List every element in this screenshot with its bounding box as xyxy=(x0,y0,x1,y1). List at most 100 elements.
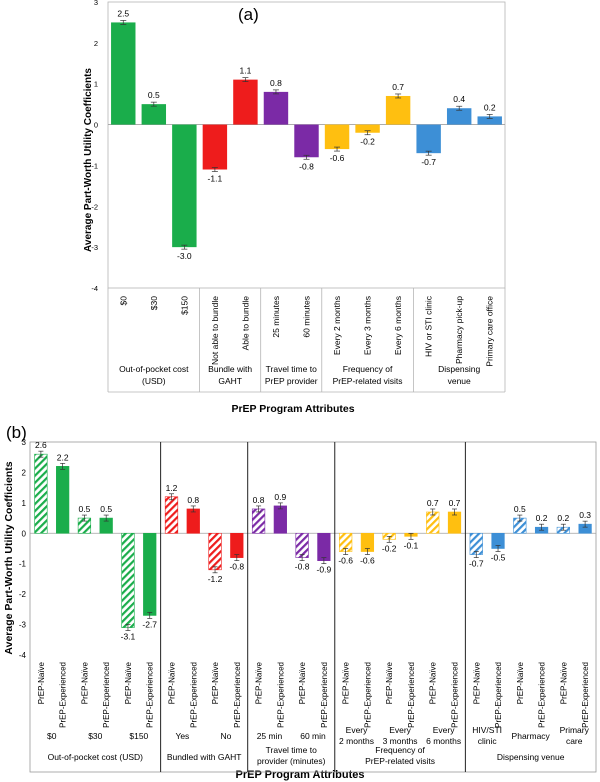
plot-a-frame xyxy=(107,1,506,289)
category-label-a: $30 xyxy=(149,296,159,310)
series-label-b: PrEP-Experienced xyxy=(233,662,242,728)
y-tick-a: -2 xyxy=(91,202,98,211)
bar-b-experienced xyxy=(273,505,287,534)
panel-a-xlabel: PrEP Program Attributes xyxy=(231,403,354,415)
category-label-a: Every 6 months xyxy=(393,296,403,355)
data-label-b: -0.7 xyxy=(469,559,484,569)
series-label-b: PrEP-Naïve xyxy=(80,661,89,704)
series-label-b: PrEP-Naïve xyxy=(516,661,525,704)
category-label-a: Pharmacy pick-up xyxy=(454,296,464,364)
data-label-a: -0.2 xyxy=(360,137,375,147)
data-label-b: -3.1 xyxy=(121,632,136,642)
group-label-a: GAHT xyxy=(218,376,242,386)
data-label-b: 0.7 xyxy=(427,498,439,508)
data-label-b: -0.1 xyxy=(404,540,419,550)
data-label-b: 0.2 xyxy=(557,513,569,523)
data-label-a: -3.0 xyxy=(177,251,192,261)
data-label-b: -0.6 xyxy=(360,556,375,566)
category-label-a: 60 minutes xyxy=(302,296,312,338)
bar-a xyxy=(233,79,258,125)
series-label-b: PrEP-Naïve xyxy=(37,661,46,704)
group-label-a: Frequency of xyxy=(343,364,393,374)
data-label-b: 1.2 xyxy=(166,483,178,493)
series-label-b: PrEP-Naïve xyxy=(472,661,481,704)
data-label-a: 0.5 xyxy=(148,90,160,100)
y-tick-a: 2 xyxy=(94,39,98,48)
y-tick-a: 0 xyxy=(94,121,98,130)
category-label-a: 25 minutes xyxy=(271,296,281,338)
category-label-a: Primary care office xyxy=(485,296,495,367)
series-label-b: PrEP-Experienced xyxy=(146,662,155,728)
bar-a xyxy=(446,108,472,125)
data-label-a: 0.8 xyxy=(270,78,282,88)
series-label-b: PrEP-Naïve xyxy=(342,661,351,704)
panel-b-chart: -4 -3 -2 -1 0 1 2 3 2.6 PrEP-Naïve 2.2 PrEP-Experie… xyxy=(19,438,597,773)
bar-a xyxy=(202,124,228,170)
data-label-b: 0.9 xyxy=(274,492,286,502)
y-tick-b: 2 xyxy=(22,468,27,477)
y-tick-b: 1 xyxy=(22,499,27,508)
series-label-b: PrEP-Experienced xyxy=(581,662,590,728)
bar-a xyxy=(324,124,350,150)
data-label-a: -0.6 xyxy=(330,153,345,163)
data-label-b: -0.8 xyxy=(229,562,244,572)
category-label-a: $150 xyxy=(179,296,189,315)
level-label-b: 2 months xyxy=(339,736,374,746)
group-label-b: provider (minutes) xyxy=(257,756,326,766)
data-label-a: -0.7 xyxy=(421,157,436,167)
panel-b-label: (b) xyxy=(6,423,27,442)
panel-a-chart: -4 -3 -2 -1 0 1 2 3 2.5 $0 0.5 $30 -3.0 $150 Out-of-po… xyxy=(91,0,506,393)
group-label-a: (USD) xyxy=(142,376,166,386)
bar-b-naive xyxy=(121,532,135,628)
level-label-b: Yes xyxy=(175,731,189,741)
panel-b-xlabel: PrEP Program Attributes xyxy=(236,769,365,781)
level-label-b: 25 min xyxy=(257,731,283,741)
series-label-b: PrEP-Experienced xyxy=(320,662,329,728)
series-label-b: PrEP-Naïve xyxy=(168,661,177,704)
panel-b-ylabel: Average Part-Worth Utility Coefficients xyxy=(3,461,15,654)
group-label-a: Dispensing xyxy=(438,364,480,374)
bar-b-naive xyxy=(164,496,179,534)
bar-b-naive xyxy=(208,532,222,571)
data-label-b: -2.7 xyxy=(142,619,157,629)
level-label-b: $30 xyxy=(88,731,102,741)
data-label-b: 0.2 xyxy=(536,513,548,523)
bar-b-experienced xyxy=(56,466,70,534)
series-label-b: PrEP-Experienced xyxy=(407,662,416,728)
bar-a xyxy=(263,91,289,125)
series-label-b: PrEP-Naïve xyxy=(298,661,307,704)
data-label-a: -0.8 xyxy=(299,161,314,171)
series-label-b: PrEP-Experienced xyxy=(189,662,198,728)
y-tick-a: -1 xyxy=(91,161,98,170)
bar-b-experienced xyxy=(186,508,200,534)
y-tick-a: 1 xyxy=(94,80,98,89)
group-label-b: Travel time to xyxy=(266,745,317,755)
level-label-b: Primary xyxy=(560,725,590,735)
series-label-b: PrEP-Experienced xyxy=(494,662,503,728)
data-label-b: 2.6 xyxy=(35,440,47,450)
data-label-b: -0.8 xyxy=(295,562,310,572)
category-label-a: HIV or STI clinic xyxy=(424,295,434,357)
bar-a xyxy=(111,22,136,125)
bar-b-naive xyxy=(251,508,266,534)
level-label-b: $150 xyxy=(129,731,148,741)
bar-b-experienced xyxy=(143,532,157,616)
data-label-b: 0.5 xyxy=(514,504,526,514)
y-tick-b: -4 xyxy=(19,651,27,660)
group-label-b: Frequency of xyxy=(375,745,425,755)
y-tick-b: 0 xyxy=(22,529,27,538)
panel-a-ylabel: Average Part-Worth Utility Coefficients xyxy=(83,68,94,252)
bar-b-naive xyxy=(34,453,48,534)
series-label-b: PrEP-Experienced xyxy=(59,662,68,728)
data-label-b: -0.9 xyxy=(317,565,332,575)
bar-b-naive xyxy=(295,532,309,558)
y-tick-a: -4 xyxy=(91,284,98,293)
bar-a xyxy=(416,124,441,154)
group-label-a: Bundle with xyxy=(208,364,252,374)
data-label-b: 0.8 xyxy=(253,495,265,505)
data-label-b: -0.6 xyxy=(338,556,353,566)
data-label-a: 1.1 xyxy=(240,66,252,76)
data-label-b: 0.7 xyxy=(449,498,461,508)
group-label-b: PrEP-related visits xyxy=(365,756,435,766)
level-label-b: 6 months xyxy=(426,736,461,746)
